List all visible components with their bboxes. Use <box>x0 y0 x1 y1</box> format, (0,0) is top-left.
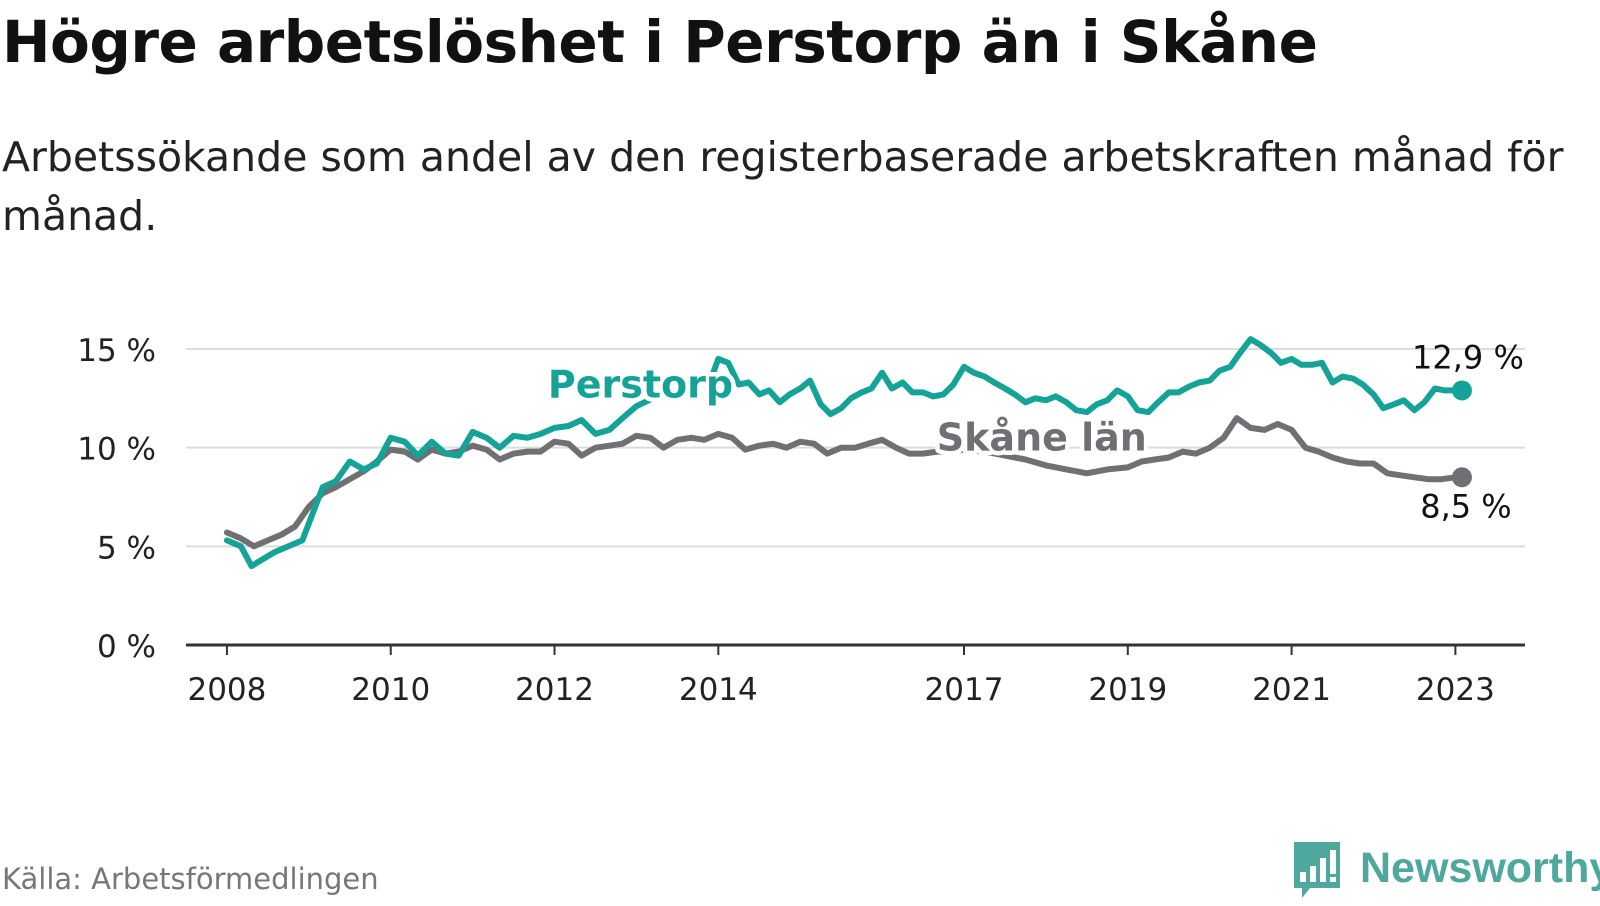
y-tick-label: 5 % <box>97 530 156 566</box>
series-line <box>223 336 1465 570</box>
series-name-label: Perstorp <box>548 362 733 406</box>
source-note: Källa: Arbetsförmedlingen <box>2 862 379 896</box>
x-tick-label: 2019 <box>1088 672 1167 708</box>
x-tick-label: 2012 <box>515 672 594 708</box>
y-tick-label: 15 % <box>77 333 156 369</box>
x-tick-label: 2014 <box>679 672 758 708</box>
series-line <box>223 415 1465 550</box>
x-tick-label: 2017 <box>925 672 1004 708</box>
brand-name: Newsworthy <box>1360 844 1600 892</box>
bar-chart-speech-bubble-icon <box>1294 842 1340 898</box>
x-tick-label: 2021 <box>1252 672 1331 708</box>
series-end-point <box>1451 467 1472 488</box>
x-tick-label: 2010 <box>351 672 430 708</box>
x-tick-label: 2023 <box>1416 672 1495 708</box>
chart-title: Högre arbetslöshet i Perstorp än i Skåne <box>2 8 1318 76</box>
series-name-label: Skåne län <box>937 416 1147 460</box>
end-value-label: 8,5 % <box>1420 487 1511 525</box>
x-tick-label: 2008 <box>187 672 266 708</box>
y-tick-label: 0 % <box>97 629 156 665</box>
series-end-point <box>1451 380 1472 401</box>
brand-logo: Newsworthy <box>1292 840 1600 902</box>
end-value-label: 12,9 % <box>1412 338 1524 376</box>
chart-subtitle: Arbetssökande som andel av den registerb… <box>2 133 1564 240</box>
y-tick-label: 10 % <box>77 432 156 468</box>
